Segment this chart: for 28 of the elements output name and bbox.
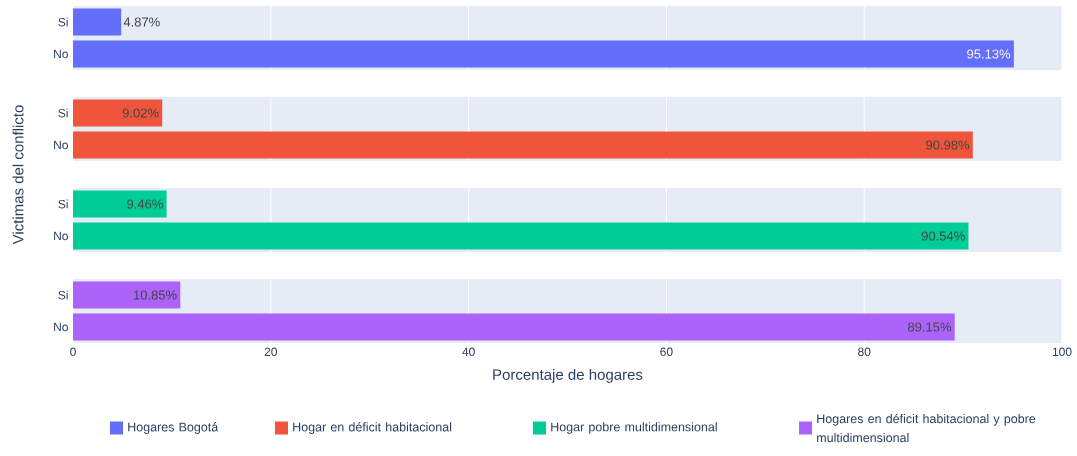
x-tick-label: 80: [858, 347, 871, 357]
data-label: 90.54%: [921, 231, 965, 241]
x-tick-label: 0: [70, 347, 76, 357]
x-axis-title: Porcentaje de hogares: [493, 368, 643, 383]
y-axis-title: Victimas del conflicto: [12, 105, 24, 245]
y-tick-label: No: [54, 322, 68, 332]
y-tick-label: Si: [58, 108, 68, 118]
x-tick-label: 100: [1052, 347, 1072, 357]
legend-label: Hogar en déficit habitacional: [293, 422, 452, 434]
y-tick-label: Si: [58, 290, 68, 300]
y-tick-label: No: [54, 140, 68, 150]
y-tick-label: No: [54, 49, 68, 59]
data-label: 89.15%: [907, 322, 952, 332]
x-tick-label: 60: [660, 347, 673, 357]
data-label: 10.85%: [134, 290, 177, 300]
y-tick-label: Si: [58, 199, 68, 209]
data-label: 4.87%: [123, 17, 160, 27]
x-tick-label: 40: [462, 347, 475, 357]
data-label: 90.98%: [926, 140, 970, 150]
data-label: 9.46%: [127, 199, 163, 209]
data-label: 95.13%: [967, 49, 1011, 59]
data-label: 9.02%: [122, 108, 159, 118]
x-tick-label: 20: [264, 347, 278, 357]
y-tick-label: No: [54, 231, 68, 241]
y-tick-label: Si: [58, 17, 68, 27]
legend-label: Hogar pobre multidimensional: [551, 422, 717, 434]
legend-label: Hogares Bogotá: [128, 422, 219, 434]
legend-label: Hogares en déficit habitacional y pobre multidimensional: [817, 413, 1036, 443]
